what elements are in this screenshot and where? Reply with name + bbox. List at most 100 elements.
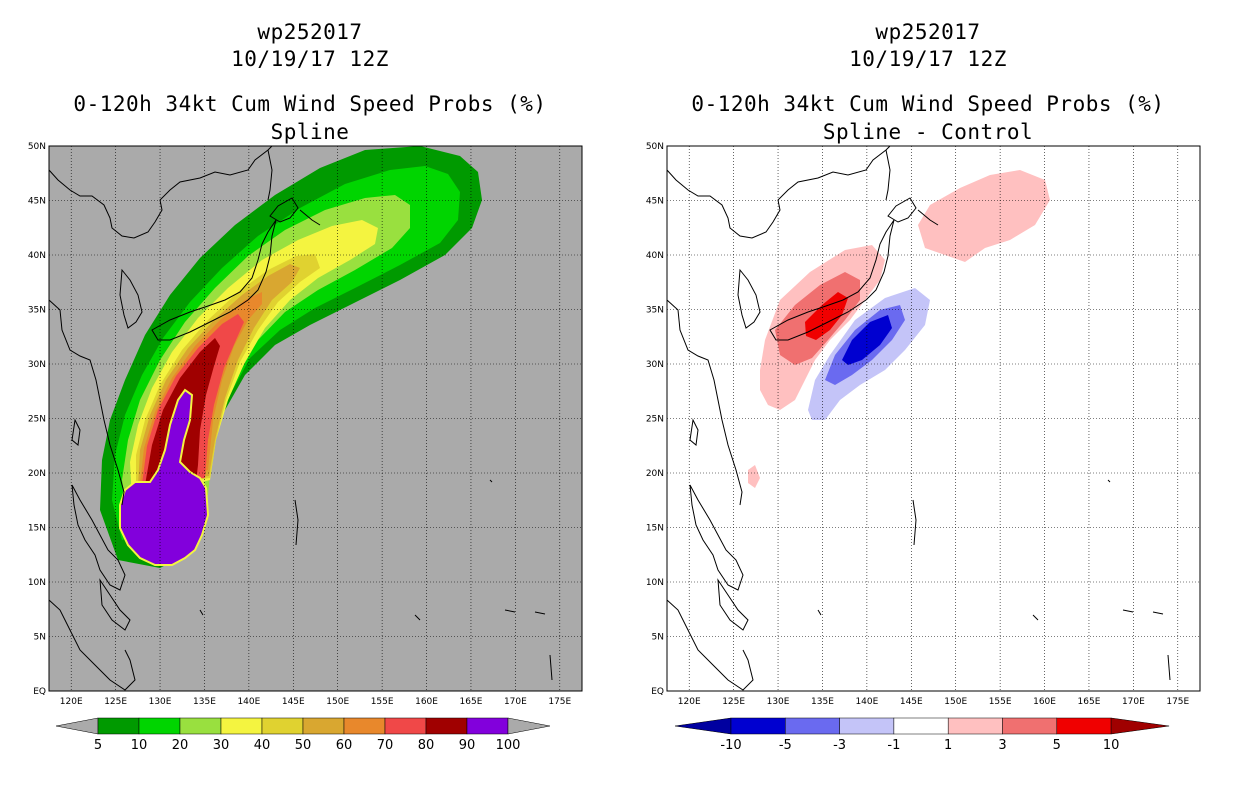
right-colorbar-label: -10 [720,738,741,753]
right-lon-label: 125E [722,697,745,707]
right-lon-label: 140E [855,697,878,707]
left-lat-label: 40N [28,251,46,261]
right-lon-label: 175E [1166,697,1189,707]
right-lat-label: 30N [646,360,664,370]
right-datetime: 10/19/17 12Z [849,47,1007,71]
left-lon-label: 160E [415,697,438,707]
left-storm-id: wp252017 [257,20,363,44]
left-colorbar [55,717,551,735]
right-colorbar-label: 10 [1103,738,1120,753]
right-colorbar-swatch [1002,717,1058,735]
right-lon-label: 150E [944,697,967,707]
right-lat-labels: 50N 45N 40N 35N 30N 25N 20N 15N 10N 5N EQ [646,142,664,697]
left-lat-labels: 50N 45N 40N 35N 30N 25N 20N 15N 10N 5N EQ [28,142,46,697]
right-colorbar-label: 5 [1053,738,1061,753]
left-map: 50N 45N 40N 35N 30N 25N 20N 15N 10N 5N EQ 120E 125E… [28,142,583,753]
right-lat-label: 45N [646,197,664,207]
right-lon-label: 120E [678,697,701,707]
right-colorbar [674,717,1170,735]
left-lat-label: 25N [28,415,46,425]
left-colorbar-label: 80 [418,738,435,753]
right-lat-label: 35N [646,306,664,316]
left-colorbar-swatch [138,717,181,735]
left-colorbar-label: 70 [377,738,394,753]
right-colorbar-swatch [947,717,1003,735]
right-colorbar-swatch [839,717,895,735]
left-lon-label: 165E [460,697,483,707]
right-map-frame [666,145,1201,692]
left-lon-label: 170E [504,697,527,707]
left-colorbar-low-arrow [55,717,99,735]
left-colorbar-swatch [384,717,427,735]
right-grid [667,146,1200,691]
left-lon-label: 125E [104,697,127,707]
right-lon-label: 130E [767,697,790,707]
right-lon-label: 135E [811,697,834,707]
left-probability-field [100,146,482,568]
right-colorbar-swatch [893,717,949,735]
left-colorbar-high-arrow [507,717,551,735]
left-colorbar-swatch [466,717,509,735]
left-lon-label: 135E [193,697,216,707]
right-coastlines [666,145,1171,691]
right-lon-label: 160E [1033,697,1056,707]
right-colorbar-swatch [1056,717,1112,735]
right-storm-id: wp252017 [875,20,981,44]
left-colorbar-label: 20 [172,738,189,753]
right-lat-label: 25N [646,415,664,425]
right-lon-label: 155E [989,697,1012,707]
right-colorbar-label: -3 [833,738,846,753]
right-difference-field [748,170,1050,488]
right-map: 50N 45N 40N 35N 30N 25N 20N 15N 10N 5N EQ 120E 125E… [646,142,1201,753]
right-colorbar-label: 1 [944,738,952,753]
right-lat-label: 10N [646,578,664,588]
left-colorbar-label: 50 [295,738,312,753]
left-map-frame [48,145,583,692]
right-lon-label: 145E [900,697,923,707]
left-lat-label: 45N [28,197,46,207]
left-lat-label: 35N [28,306,46,316]
left-lon-label: 150E [326,697,349,707]
left-colorbar-label: 60 [336,738,353,753]
left-colorbar-label: 90 [459,738,476,753]
left-lon-label: 155E [371,697,394,707]
left-datetime: 10/19/17 12Z [231,47,389,71]
left-colorbar-swatch [261,717,304,735]
right-colorbar-label: -1 [887,738,900,753]
right-lat-label: 15N [646,524,664,534]
right-colorbar-swatch [785,717,840,735]
right-lat-label: 5N [652,633,664,643]
right-lon-label: 165E [1078,697,1101,707]
left-colorbar-labels: 5 10 20 30 40 50 60 70 80 90 100 [94,738,521,753]
left-coastlines [48,145,553,691]
right-colorbar-low-arrow [674,717,732,735]
left-colorbar-label: 30 [213,738,230,753]
left-colorbar-swatch [425,717,468,735]
right-subtitle: Spline - Control [822,120,1034,144]
left-lon-label: 120E [60,697,83,707]
right-lon-labels: 120E 125E 130E 135E 140E 145E 150E 155E 160E 165E… [678,697,1190,707]
left-colorbar-swatch [97,717,140,735]
left-lon-label: 140E [237,697,260,707]
left-lat-label: EQ [33,687,46,697]
left-lat-label: 50N [28,142,46,152]
left-colorbar-label: 5 [94,738,102,753]
right-colorbar-label: -5 [779,738,792,753]
right-colorbar-labels: -10 -5 -3 -1 1 3 5 10 [720,738,1119,753]
right-product-title: 0-120h 34kt Cum Wind Speed Probs (%) [691,92,1165,116]
left-lon-label: 130E [149,697,172,707]
right-colorbar-swatch [730,717,786,735]
right-lat-label: 40N [646,251,664,261]
right-lon-label: 170E [1122,697,1145,707]
right-lat-label: 50N [646,142,664,152]
left-lat-label: 5N [34,633,46,643]
left-colorbar-swatch [343,717,386,735]
left-colorbar-swatch [302,717,345,735]
left-lat-label: 30N [28,360,46,370]
left-product-title: 0-120h 34kt Cum Wind Speed Probs (%) [73,92,547,116]
left-colorbar-label: 100 [496,738,521,753]
left-lon-label: 175E [548,697,571,707]
right-lat-label: 20N [646,469,664,479]
left-colorbar-label: 40 [254,738,271,753]
right-colorbar-high-arrow [1110,717,1170,735]
